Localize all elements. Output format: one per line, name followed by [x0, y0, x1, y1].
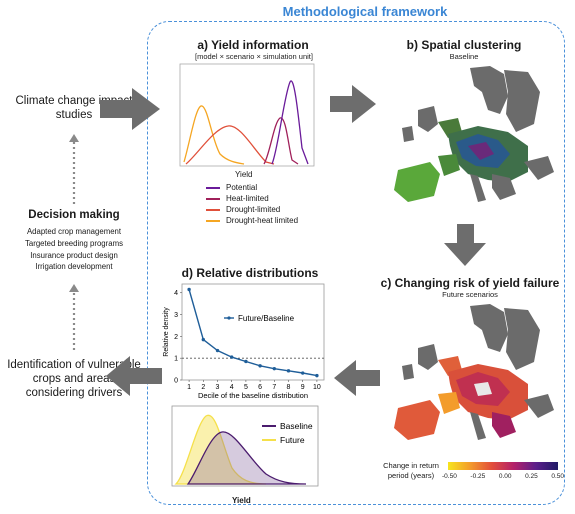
dotted-arrowhead-lower [69, 284, 79, 292]
colorbar-label: Change in return period (years) [383, 461, 439, 480]
dotted-arrowhead-upper [69, 134, 79, 142]
data-point [244, 359, 248, 364]
baseline-future-density: Baseline Future [171, 405, 319, 487]
density-xlabel: Yield [232, 496, 251, 505]
panel-a-subtitle: [model × scenario × simulation unit] [195, 52, 313, 61]
y-tick-label: 0 [174, 378, 178, 385]
decision-title: Decision making [28, 209, 120, 221]
x-tick-label: 5 [244, 384, 248, 391]
panel-a-legend: Potential Heat-limited Drought-limited D… [206, 182, 298, 226]
panel-b-title: b) Spatial clustering [406, 38, 522, 52]
chart-legend: Future/Baseline [224, 314, 295, 323]
panel-b-subtitle: Baseline [449, 52, 479, 61]
arrow-to-yield [100, 88, 160, 130]
data-point [201, 337, 205, 342]
x-tick-label: 10 [313, 384, 321, 391]
colorbar-tick: -0.25 [470, 473, 486, 480]
decision-list: Adapted crop management Targeted breedin… [2, 226, 146, 273]
panel-c-subtitle: Future scenarios [442, 290, 498, 299]
curve-drought [185, 125, 275, 165]
x-tick-label: 1 [187, 384, 191, 391]
colorbar-ticks: -0.50 -0.25 0.00 0.25 0.50 [442, 473, 564, 480]
y-axis-label: Relative density [163, 307, 170, 357]
colorbar-tick: -0.50 [442, 473, 457, 480]
x-tick-label: 7 [272, 384, 276, 391]
data-point [258, 364, 262, 368]
decision-item: Adapted crop management [26, 227, 122, 236]
y-tick-label: 3 [174, 312, 178, 319]
legend-label: Future/Baseline [238, 314, 295, 323]
y-tick-label: 1 [174, 356, 178, 363]
europe-cluster-map [394, 66, 554, 202]
curve-potential [271, 80, 309, 165]
legend-future-label: Future [280, 435, 305, 445]
curve-drought-heat [183, 105, 245, 165]
colorbar-tick: 0.50 [551, 473, 564, 480]
x-axis-label: Decile of the baseline distribution [198, 391, 308, 400]
europe-risk-map [394, 304, 554, 440]
baseline-density-area [186, 431, 307, 485]
data-point [272, 366, 276, 371]
identification-label: Identification of vulnerable crops and a… [7, 359, 141, 399]
legend-item: Potential [206, 182, 298, 193]
decision-item: Irrigation development [35, 262, 113, 272]
legend-item: Drought-limited [206, 204, 298, 215]
curve-heat [263, 117, 299, 165]
legend-item: Drought-heat limited [206, 215, 298, 226]
colorbar [448, 462, 558, 470]
panel-d-title: d) Relative distributions [181, 266, 319, 280]
future-density-area [174, 414, 267, 485]
legend-marker [227, 316, 231, 320]
framework-title: Methodological framework [282, 4, 448, 19]
series-line [188, 289, 318, 377]
panel-a-xlabel: Yield [235, 170, 253, 179]
x-tick-label: 8 [287, 384, 291, 391]
arrow-to-relative [334, 360, 380, 396]
arrow-to-clustering [330, 85, 376, 123]
panel-a-title: a) Yield information [197, 38, 309, 52]
x-tick-label: 2 [201, 384, 205, 391]
panel-c-title: c) Changing risk of yield failure [380, 276, 560, 290]
data-point [187, 287, 191, 292]
x-tick-label: 3 [216, 384, 220, 391]
data-point [286, 369, 291, 373]
arrow-to-identification [106, 356, 162, 396]
decision-item: Targeted breeding programs [25, 238, 123, 248]
colorbar-tick: 0.00 [498, 473, 512, 480]
yield-density-plot [179, 63, 315, 167]
arrow-down-to-risk [444, 224, 486, 266]
colorbar-tick: 0.25 [525, 473, 538, 480]
data-point [315, 373, 319, 378]
data-point [215, 348, 220, 353]
decision-item: Insurance product design [30, 250, 118, 260]
plot-frame [181, 283, 325, 381]
relative-density-chart: Relative density Decile of the baseline … [163, 283, 325, 400]
framework-frame [147, 21, 565, 505]
x-tick-label: 4 [230, 384, 234, 391]
x-tick-label: 6 [258, 384, 262, 391]
y-tick-label: 2 [174, 334, 178, 341]
data-point [301, 371, 305, 375]
legend-baseline-label: Baseline [280, 421, 313, 431]
legend-item: Heat-limited [206, 193, 298, 204]
y-tick-label: 4 [174, 290, 178, 297]
data-point [230, 355, 234, 359]
x-tick-label: 9 [301, 384, 305, 391]
